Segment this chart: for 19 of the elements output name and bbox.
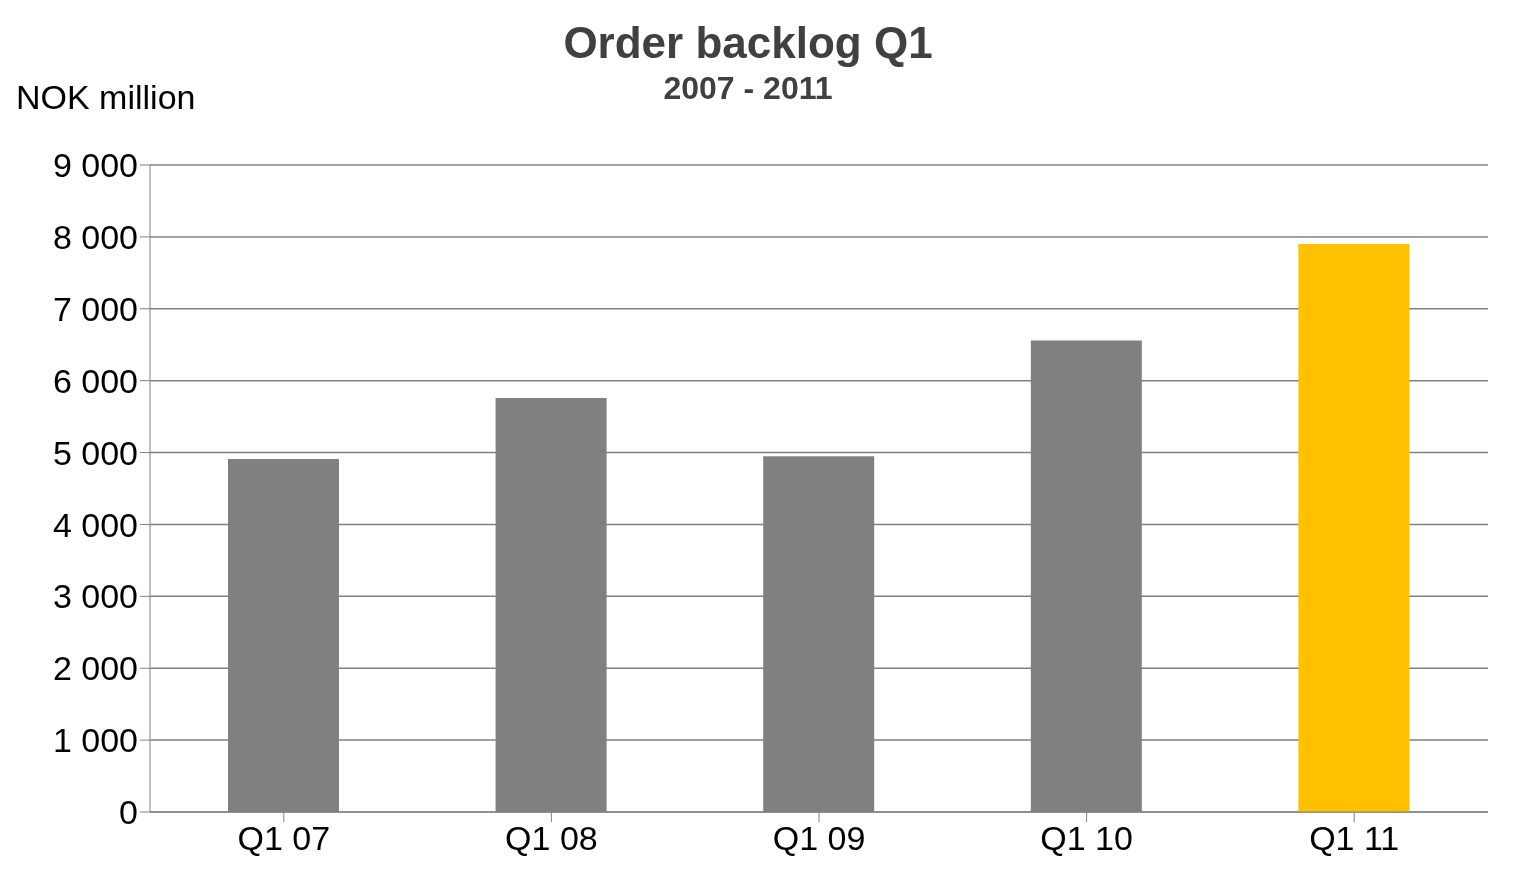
x-tick-label: Q1 09 (772, 819, 866, 858)
y-tick-label: 3 000 (52, 577, 138, 616)
y-tick-label: 9 000 (52, 146, 138, 185)
x-tick-label: Q1 11 (1309, 819, 1400, 858)
chart-subtitle: 2007 - 2011 (663, 70, 833, 106)
chart-title: Order backlog Q1 (562, 18, 934, 68)
y-tick-label: 4 000 (52, 505, 138, 544)
y-tick-label: 8 000 (52, 217, 138, 256)
y-tick-label: 7 000 (52, 289, 138, 328)
y-tick-label: 0 (119, 793, 138, 832)
y-tick-label: 5 000 (52, 433, 138, 472)
x-tick-label: Q1 07 (237, 819, 331, 858)
y-tick-label: 2 000 (52, 649, 138, 688)
x-tick-label: Q1 08 (505, 819, 598, 858)
y-axis-title: NOK million (16, 78, 196, 117)
bar (1298, 244, 1410, 812)
y-tick-label: 1 000 (52, 721, 138, 760)
x-tick-label: Q1 10 (1040, 819, 1133, 858)
y-tick-label: 6 000 (52, 361, 138, 400)
